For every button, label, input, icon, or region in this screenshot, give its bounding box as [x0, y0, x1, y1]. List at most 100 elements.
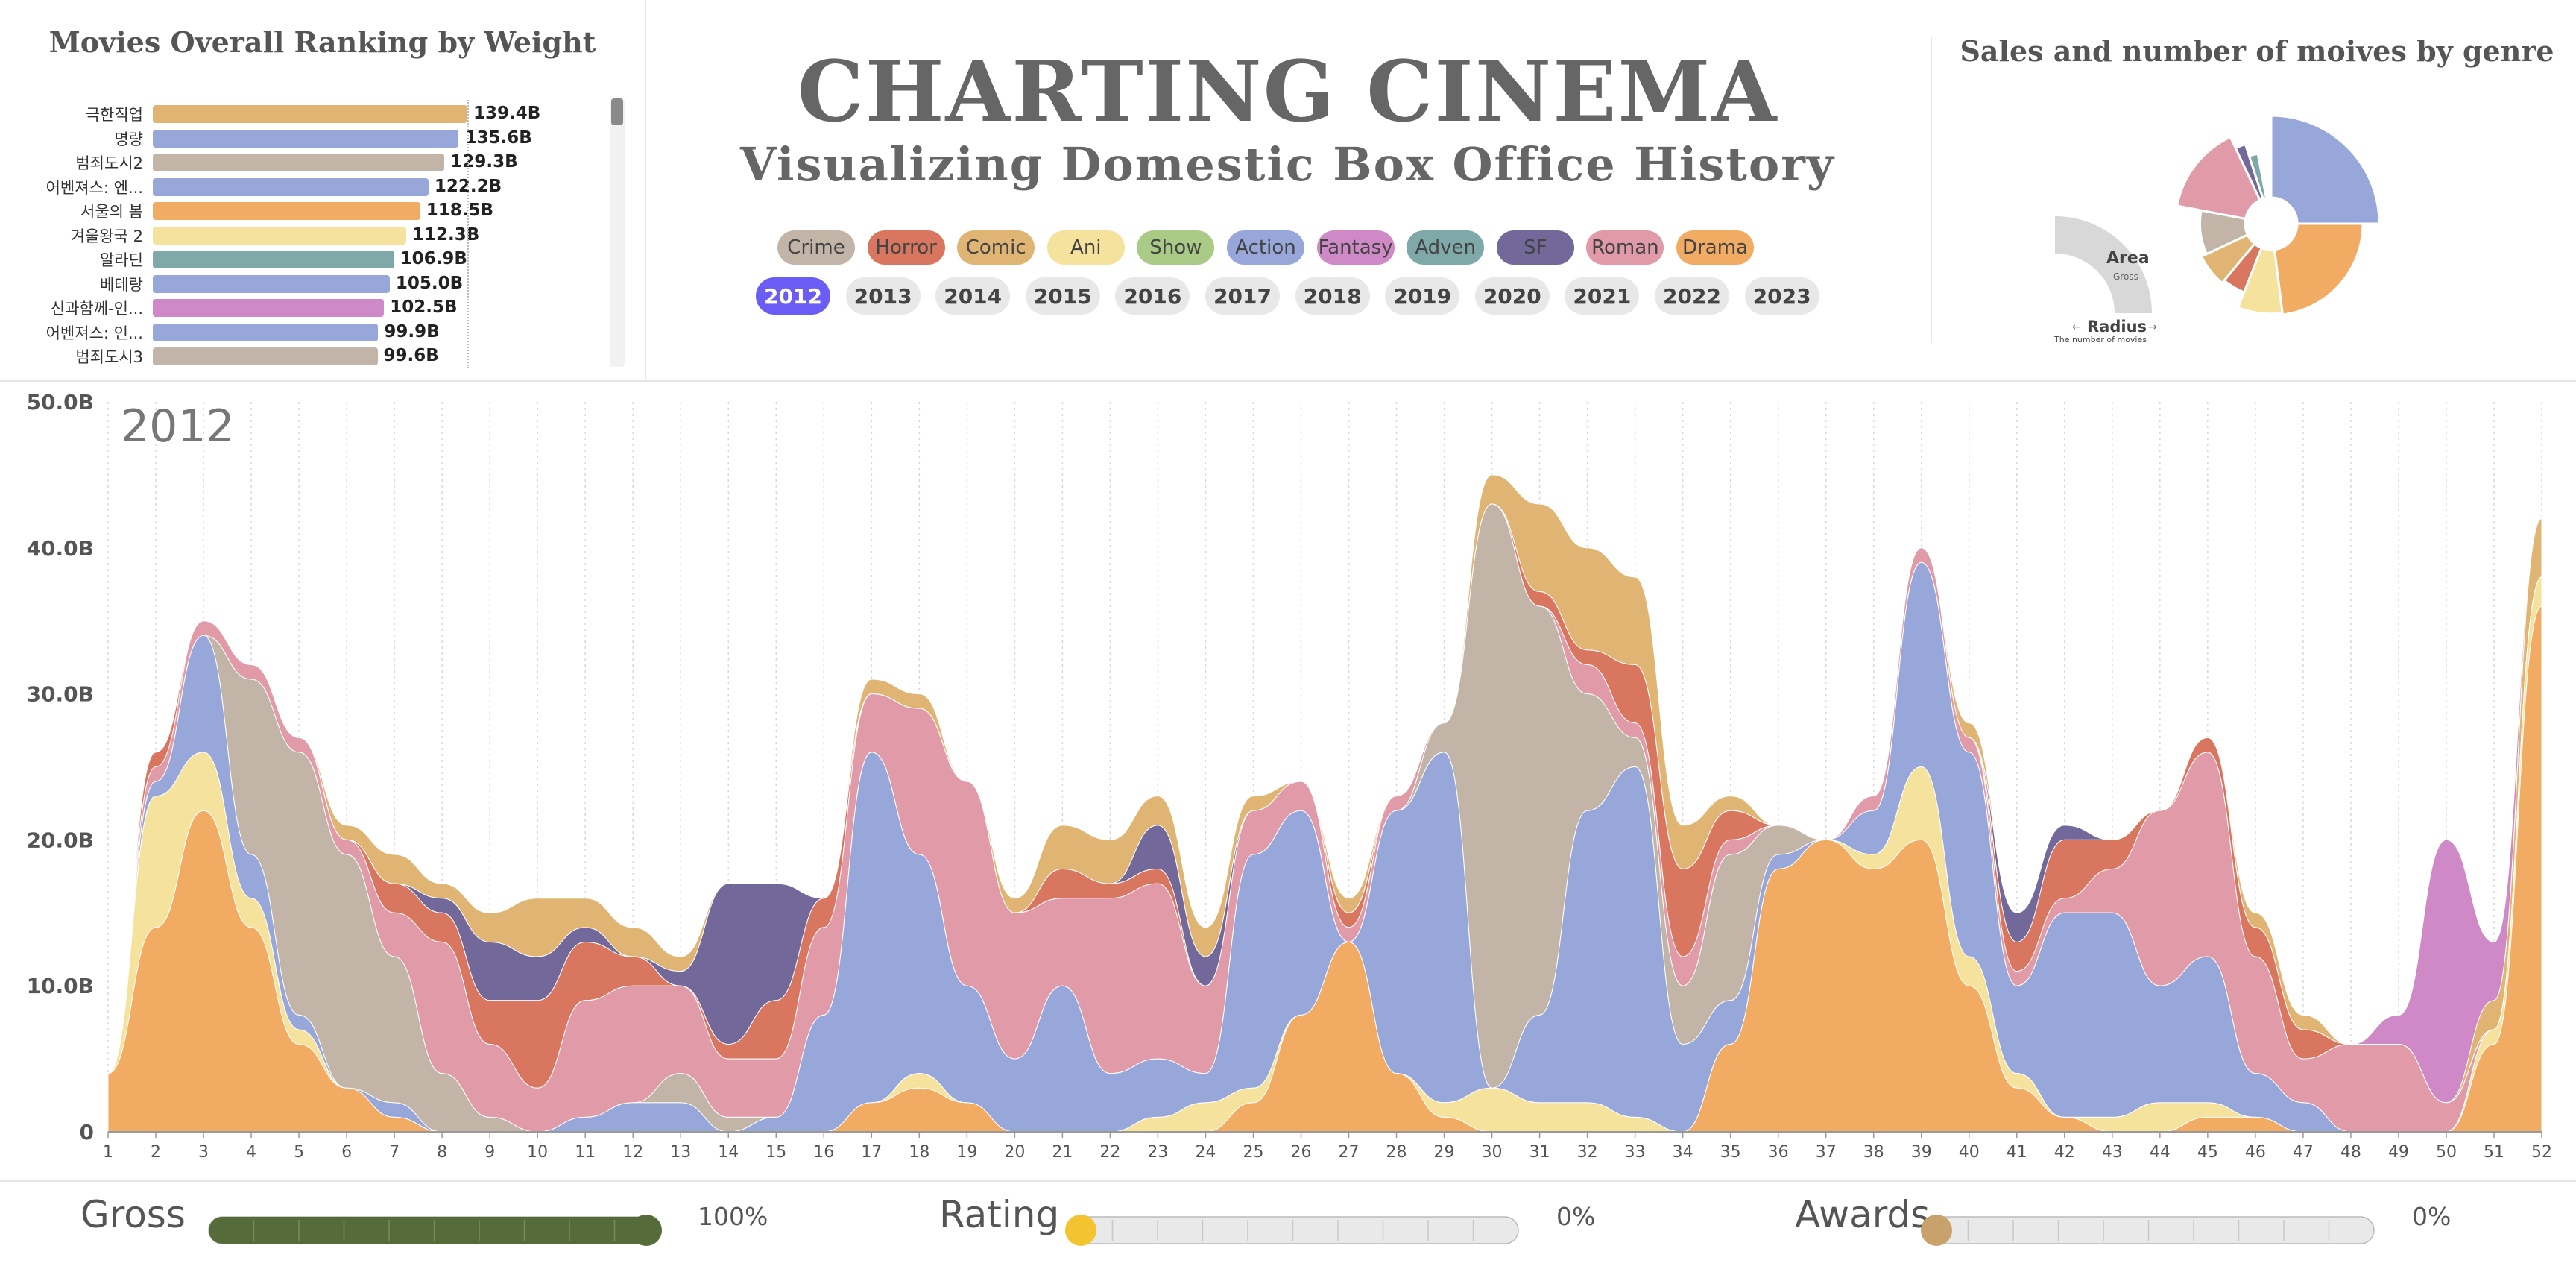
x-tick-label: 48: [2340, 1143, 2361, 1162]
x-tick-label: 52: [2531, 1143, 2552, 1162]
pie-title: Sales and number of moives by genre: [1960, 34, 2554, 68]
pie-legend-radius-sub: The number of movies: [2053, 335, 2147, 344]
pie-slice[interactable]: [2270, 114, 2381, 225]
ranking-bar[interactable]: [153, 347, 378, 365]
genre-filter-ani[interactable]: Ani: [1046, 230, 1125, 265]
ranking-item-value: 99.9B: [384, 321, 440, 341]
x-tick-label: 40: [1959, 1143, 1980, 1162]
x-tick-label: 42: [2054, 1143, 2075, 1162]
ranking-item-label: 범죄도시2: [75, 154, 143, 172]
year-filter-2020[interactable]: 2020: [1474, 277, 1550, 315]
ranking-bar[interactable]: [153, 323, 379, 341]
y-tick-label: 50.0B: [27, 390, 94, 415]
y-tick-label: 20.0B: [27, 828, 94, 852]
x-tick-label: 38: [1863, 1143, 1884, 1162]
ranking-bar[interactable]: [153, 129, 459, 148]
genre-filter-horror[interactable]: Horror: [867, 230, 945, 265]
x-tick-label: 6: [341, 1143, 352, 1162]
gross-label: Gross: [80, 1193, 186, 1236]
year-filter-2016[interactable]: 2016: [1115, 277, 1190, 315]
ranking-scrollbar[interactable]: [610, 98, 625, 367]
year-filter-2021[interactable]: 2021: [1565, 277, 1640, 315]
pie-legend-arrow-left: ←: [2072, 321, 2081, 333]
year-filter-2012[interactable]: 2012: [756, 277, 830, 315]
genre-filter-comic[interactable]: Comic: [957, 230, 1035, 265]
year-filter-2019[interactable]: 2019: [1385, 277, 1460, 315]
x-tick-label: 41: [2007, 1143, 2027, 1162]
x-tick-label: 9: [484, 1143, 495, 1162]
x-tick-label: 23: [1147, 1143, 1168, 1162]
pie-slice[interactable]: [2199, 209, 2250, 256]
x-tick-label: 26: [1290, 1143, 1311, 1162]
genre-filter-crime[interactable]: Crime: [777, 230, 855, 265]
ranking-bar[interactable]: [153, 105, 467, 123]
gross-slider-handle[interactable]: [631, 1215, 662, 1246]
x-tick-label: 33: [1625, 1143, 1646, 1162]
ranking-bar[interactable]: [153, 226, 406, 245]
x-tick-label: 10: [527, 1143, 548, 1162]
x-tick-label: 36: [1768, 1143, 1789, 1162]
chart-year-label: 2012: [121, 400, 235, 453]
rating-slider-handle[interactable]: [1065, 1215, 1096, 1246]
year-filter-2015[interactable]: 2015: [1025, 277, 1100, 315]
ranking-scrollbar-thumb[interactable]: [611, 98, 623, 125]
genre-filter-show[interactable]: Show: [1137, 230, 1215, 265]
ranking-item-label: 서울의 봄: [80, 203, 143, 221]
x-tick-label: 27: [1339, 1143, 1360, 1162]
year-filter-2017[interactable]: 2017: [1205, 277, 1280, 315]
ranking-item-value: 102.5B: [390, 298, 458, 317]
ranking-bar[interactable]: [153, 274, 390, 293]
x-tick-label: 8: [437, 1143, 447, 1162]
ranking-panel: Movies Overall Ranking by Weight 극한직업 139…: [0, 0, 646, 380]
rating-value: 0%: [1556, 1202, 1596, 1231]
x-tick-label: 32: [1577, 1143, 1598, 1162]
ranking-bar[interactable]: [153, 299, 385, 317]
year-filter-2022[interactable]: 2022: [1655, 277, 1729, 315]
ranking-item-value: 135.6B: [464, 128, 532, 148]
year-filter-2013[interactable]: 2013: [845, 277, 921, 315]
ranking-bar[interactable]: [153, 202, 420, 220]
ranking-item-value: 139.4B: [473, 104, 541, 123]
pie-legend-area-shape: [2055, 216, 2152, 313]
x-tick-label: 31: [1530, 1143, 1550, 1162]
awards-slider-handle[interactable]: [1921, 1215, 1952, 1246]
pie-slice[interactable]: [2236, 246, 2284, 315]
x-tick-label: 17: [861, 1143, 882, 1162]
genre-filter-roman[interactable]: Roman: [1586, 230, 1664, 265]
pie-slice[interactable]: [2200, 233, 2256, 285]
x-tick-label: 39: [1911, 1143, 1932, 1162]
genre-filter-adven[interactable]: Adven: [1407, 230, 1485, 265]
chart-layers: [107, 474, 2542, 1133]
ranking-bar[interactable]: [153, 251, 394, 268]
pie-slice[interactable]: [2234, 142, 2265, 202]
x-tick-label: 29: [1434, 1143, 1455, 1162]
year-filter-2014[interactable]: 2014: [935, 277, 1011, 315]
pie-slice[interactable]: [2247, 152, 2268, 201]
ranking-reference-line: [467, 100, 469, 368]
year-filter-2018[interactable]: 2018: [1295, 277, 1370, 315]
pie-legend: Area Gross ← Radius → The number of movi…: [2053, 216, 2157, 344]
ranking-title: Movies Overall Ranking by Weight: [48, 25, 596, 59]
year-filter-2023[interactable]: 2023: [1744, 277, 1819, 315]
genre-filter-drama[interactable]: Drama: [1676, 230, 1754, 265]
rating-label: Rating: [939, 1193, 1060, 1236]
pie-legend-arrow-right: →: [2148, 321, 2157, 333]
ranking-bar[interactable]: [153, 154, 445, 171]
genre-filter-fantasy[interactable]: Fantasy: [1316, 230, 1395, 265]
genre-filter-action[interactable]: Action: [1227, 230, 1304, 265]
ranking-item-value: 99.6B: [383, 346, 439, 365]
controls-top-border: [0, 1180, 2576, 1182]
ranking-item-label: 어벤져스: 엔...: [45, 178, 143, 197]
x-tick-label: 49: [2388, 1143, 2409, 1162]
ranking-item-label: 베테랑: [100, 275, 143, 294]
x-tick-label: 11: [575, 1143, 596, 1162]
ranking-item-label: 명량: [114, 130, 143, 148]
x-tick-label: 19: [956, 1143, 977, 1162]
y-tick-label: 40.0B: [27, 536, 94, 561]
pie-slice[interactable]: [2273, 222, 2364, 316]
x-tick-label: 22: [1099, 1143, 1120, 1162]
genre-filter-sf[interactable]: SF: [1496, 230, 1574, 265]
x-tick-label: 50: [2436, 1143, 2457, 1162]
chart-axes: 1 2 3 4 5 6 7 8 9 10 11 12 13 14 15 16 17 18 19 20 21 22 23 24 2…: [27, 390, 2552, 1162]
ranking-bar[interactable]: [153, 177, 429, 196]
